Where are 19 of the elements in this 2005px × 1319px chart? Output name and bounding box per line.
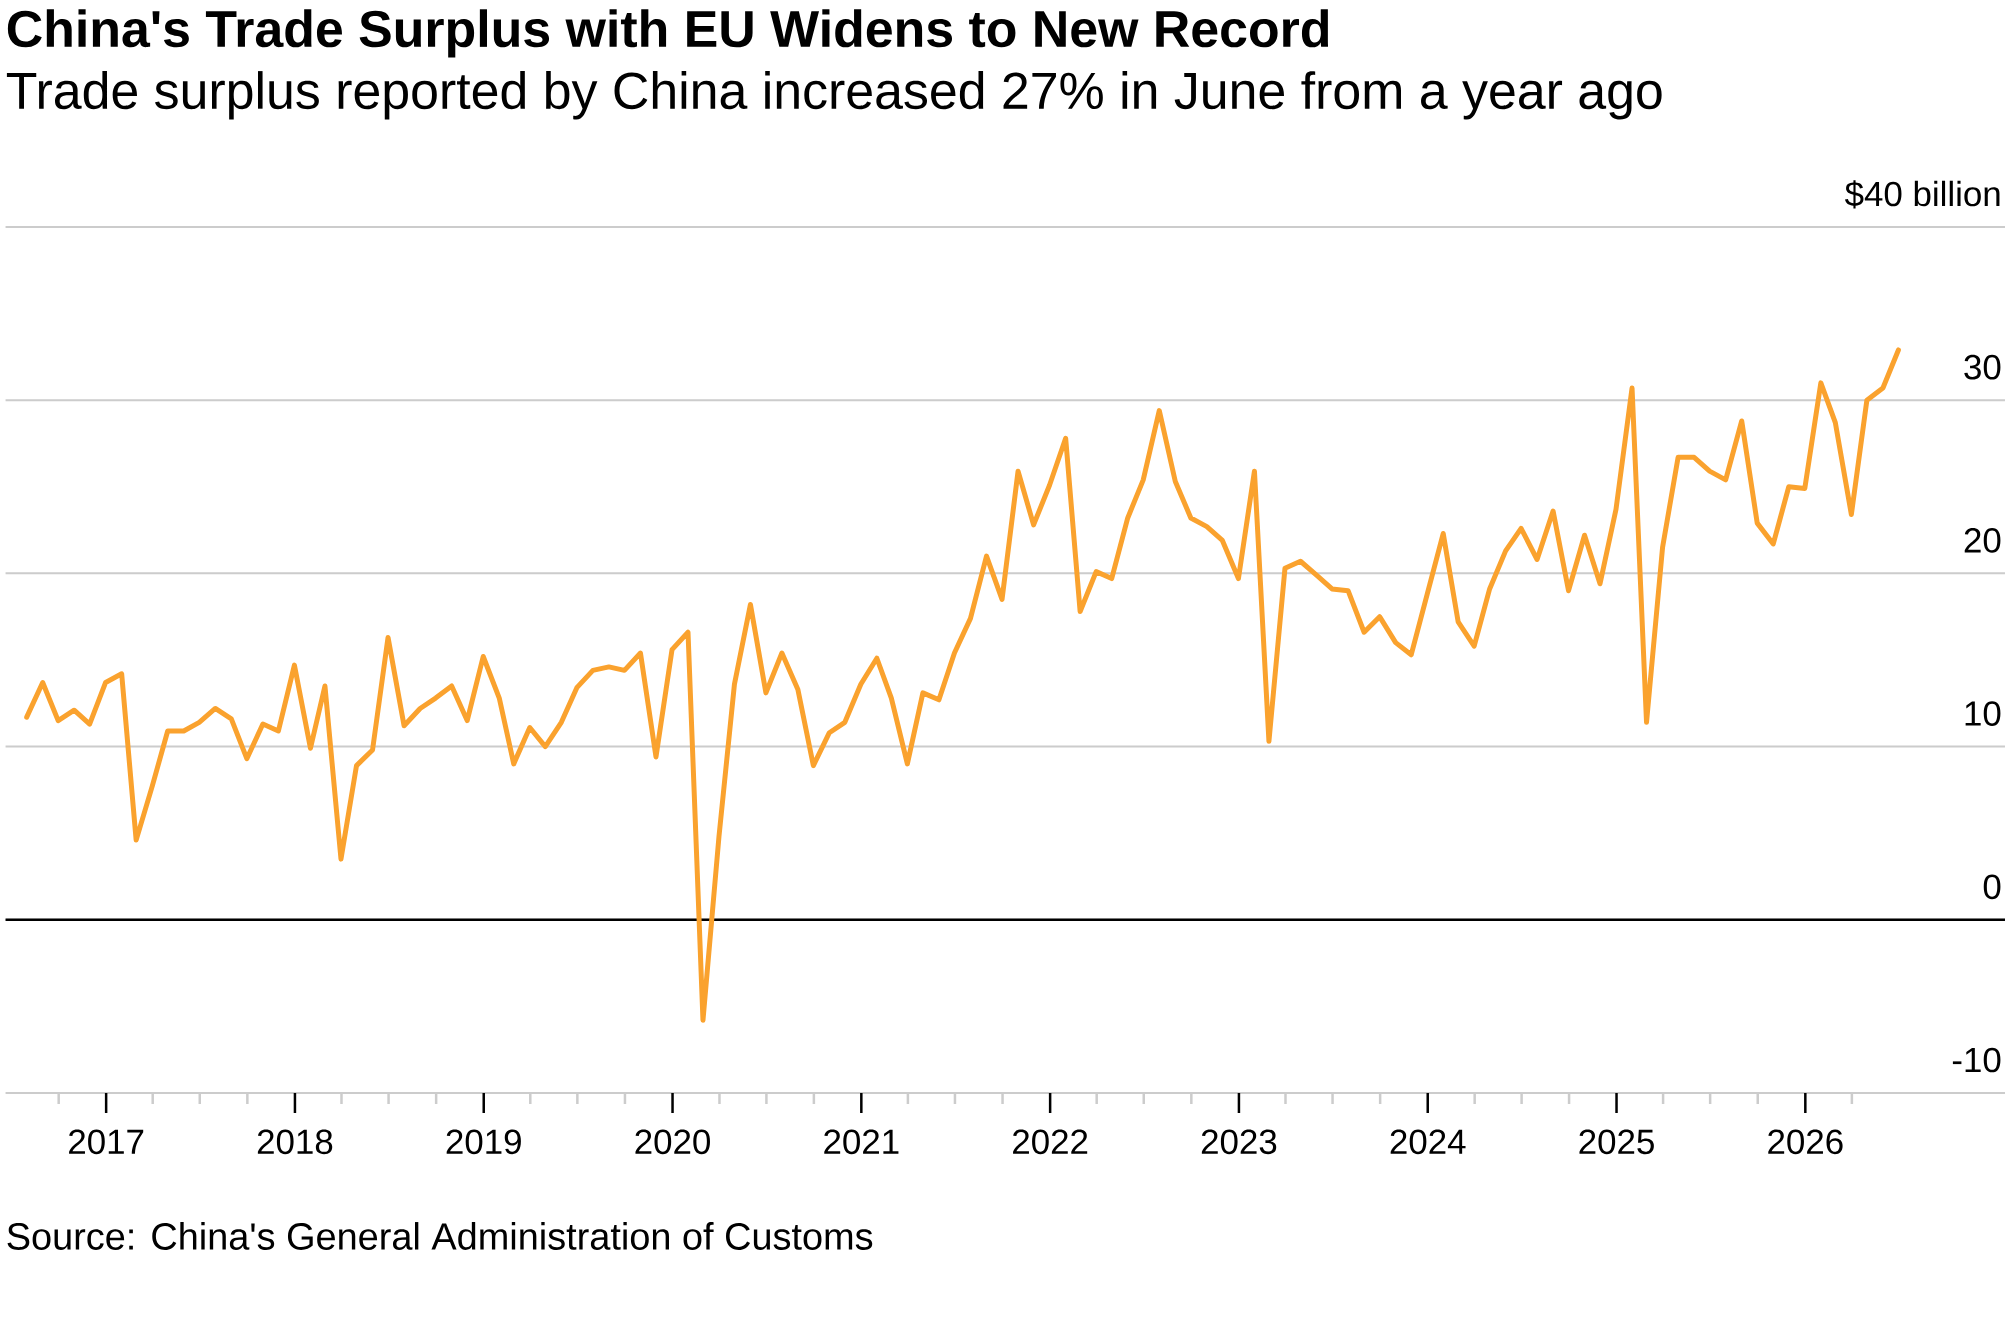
y-tick-label: -10 <box>1952 1047 2001 1073</box>
chart-subtitle: Trade surplus reported by China increased 27% in June from a year ago <box>6 70 1662 120</box>
x-tick-label: 2023 <box>1201 1129 1277 1154</box>
x-tick-label: 2021 <box>824 1129 899 1154</box>
x-tick-label: 2025 <box>1579 1129 1654 1154</box>
x-tick-label: 2020 <box>635 1129 710 1154</box>
y-tick-label: $40 billion <box>1844 180 2000 209</box>
y-tick-label: 10 <box>1965 701 2001 726</box>
x-tick-label: 2026 <box>1768 1129 1843 1154</box>
x-tick-label: 2019 <box>446 1129 521 1154</box>
y-tick-label: 20 <box>1964 527 2001 553</box>
x-tick-label: 2018 <box>257 1129 333 1154</box>
x-tick-label: 2024 <box>1390 1129 1466 1154</box>
y-tick-label: 30 <box>1964 354 2001 380</box>
source-note: Source: China's General Administration of Customs <box>7 1221 873 1250</box>
x-tick-label: 2017 <box>69 1129 144 1154</box>
chart-title: China's Trade Surplus with EU Widens to New Record <box>7 9 1329 58</box>
y-tick-label: 0 <box>1983 874 2001 899</box>
x-tick-label: 2022 <box>1013 1129 1088 1154</box>
